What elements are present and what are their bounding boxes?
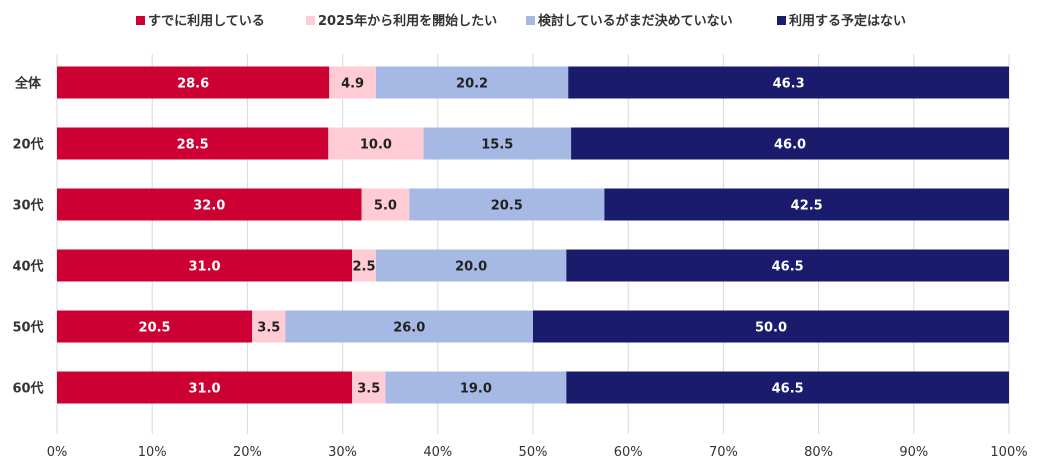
legend-label: すでに利用している (148, 13, 265, 29)
data-label: 26.0 (393, 321, 425, 336)
x-tick-label: 10% (138, 445, 167, 456)
bar-segment (328, 127, 424, 160)
data-label: 15.5 (481, 138, 513, 153)
legend-swatch (777, 16, 786, 25)
bar-segment (566, 371, 1009, 404)
bar-segment (57, 188, 362, 221)
category-label: 30代 (12, 198, 43, 214)
data-label: 46.5 (772, 260, 804, 275)
bar-segment (566, 249, 1009, 282)
data-label: 20.0 (455, 260, 487, 275)
legend-label: 利用する予定はない (789, 13, 906, 29)
bar-segment (604, 188, 1009, 221)
data-label: 20.2 (456, 77, 488, 92)
x-tick-label: 90% (899, 445, 928, 456)
category-label: 50代 (12, 320, 43, 336)
data-label: 19.0 (460, 382, 492, 397)
legend-swatch (526, 16, 535, 25)
data-label: 3.5 (357, 382, 380, 397)
bar-segment (571, 127, 1009, 160)
x-tick-label: 50% (519, 445, 548, 456)
data-label: 4.9 (341, 77, 364, 92)
bar-segment (285, 310, 533, 343)
bar-segment (57, 371, 353, 404)
bar-segment (375, 66, 569, 99)
x-tick-label: 80% (804, 445, 833, 456)
bar-segment (533, 310, 1009, 343)
x-tick-label: 30% (328, 445, 357, 456)
data-label: 50.0 (755, 321, 787, 336)
data-label: 28.6 (177, 77, 209, 92)
data-label: 5.0 (374, 199, 397, 214)
bar-segment (352, 371, 386, 404)
data-label: 2.5 (353, 260, 376, 275)
data-label: 3.5 (257, 321, 280, 336)
bar-segment (57, 127, 329, 160)
bar-segment (329, 66, 376, 99)
bar-segment (423, 127, 572, 160)
bar-segment (57, 249, 353, 282)
data-label: 20.5 (491, 199, 523, 214)
x-tick-label: 40% (423, 445, 452, 456)
data-label: 31.0 (189, 382, 221, 397)
data-label: 10.0 (360, 138, 392, 153)
bar-segment (409, 188, 605, 221)
data-label: 42.5 (791, 199, 823, 214)
data-label: 31.0 (189, 260, 221, 275)
bar-segment (252, 310, 286, 343)
category-label: 20代 (12, 137, 43, 153)
data-label: 20.5 (139, 321, 171, 336)
x-tick-label: 0% (47, 445, 68, 456)
legend-swatch (136, 16, 145, 25)
legend-swatch (306, 16, 315, 25)
bar-segment (57, 310, 253, 343)
category-label: 全体 (14, 76, 42, 92)
legend-label: 検討しているがまだ決めていない (538, 13, 733, 29)
category-label: 40代 (12, 259, 43, 275)
x-tick-label: 100% (990, 445, 1027, 456)
category-label: 60代 (12, 381, 43, 397)
x-tick-label: 20% (233, 445, 262, 456)
data-label: 46.0 (774, 138, 806, 153)
bar-segment (352, 249, 376, 282)
data-label: 28.5 (177, 138, 209, 153)
data-label: 32.0 (193, 199, 225, 214)
bar-segment (375, 249, 567, 282)
bar-segment (385, 371, 567, 404)
bar-segment (57, 66, 330, 99)
data-label: 46.3 (773, 77, 805, 92)
bar-segment (568, 66, 1009, 99)
x-tick-label: 60% (614, 445, 643, 456)
bar-segment (361, 188, 410, 221)
data-label: 46.5 (772, 382, 804, 397)
x-tick-label: 70% (709, 445, 738, 456)
legend-label: 2025年から利用を開始したい (318, 13, 497, 29)
